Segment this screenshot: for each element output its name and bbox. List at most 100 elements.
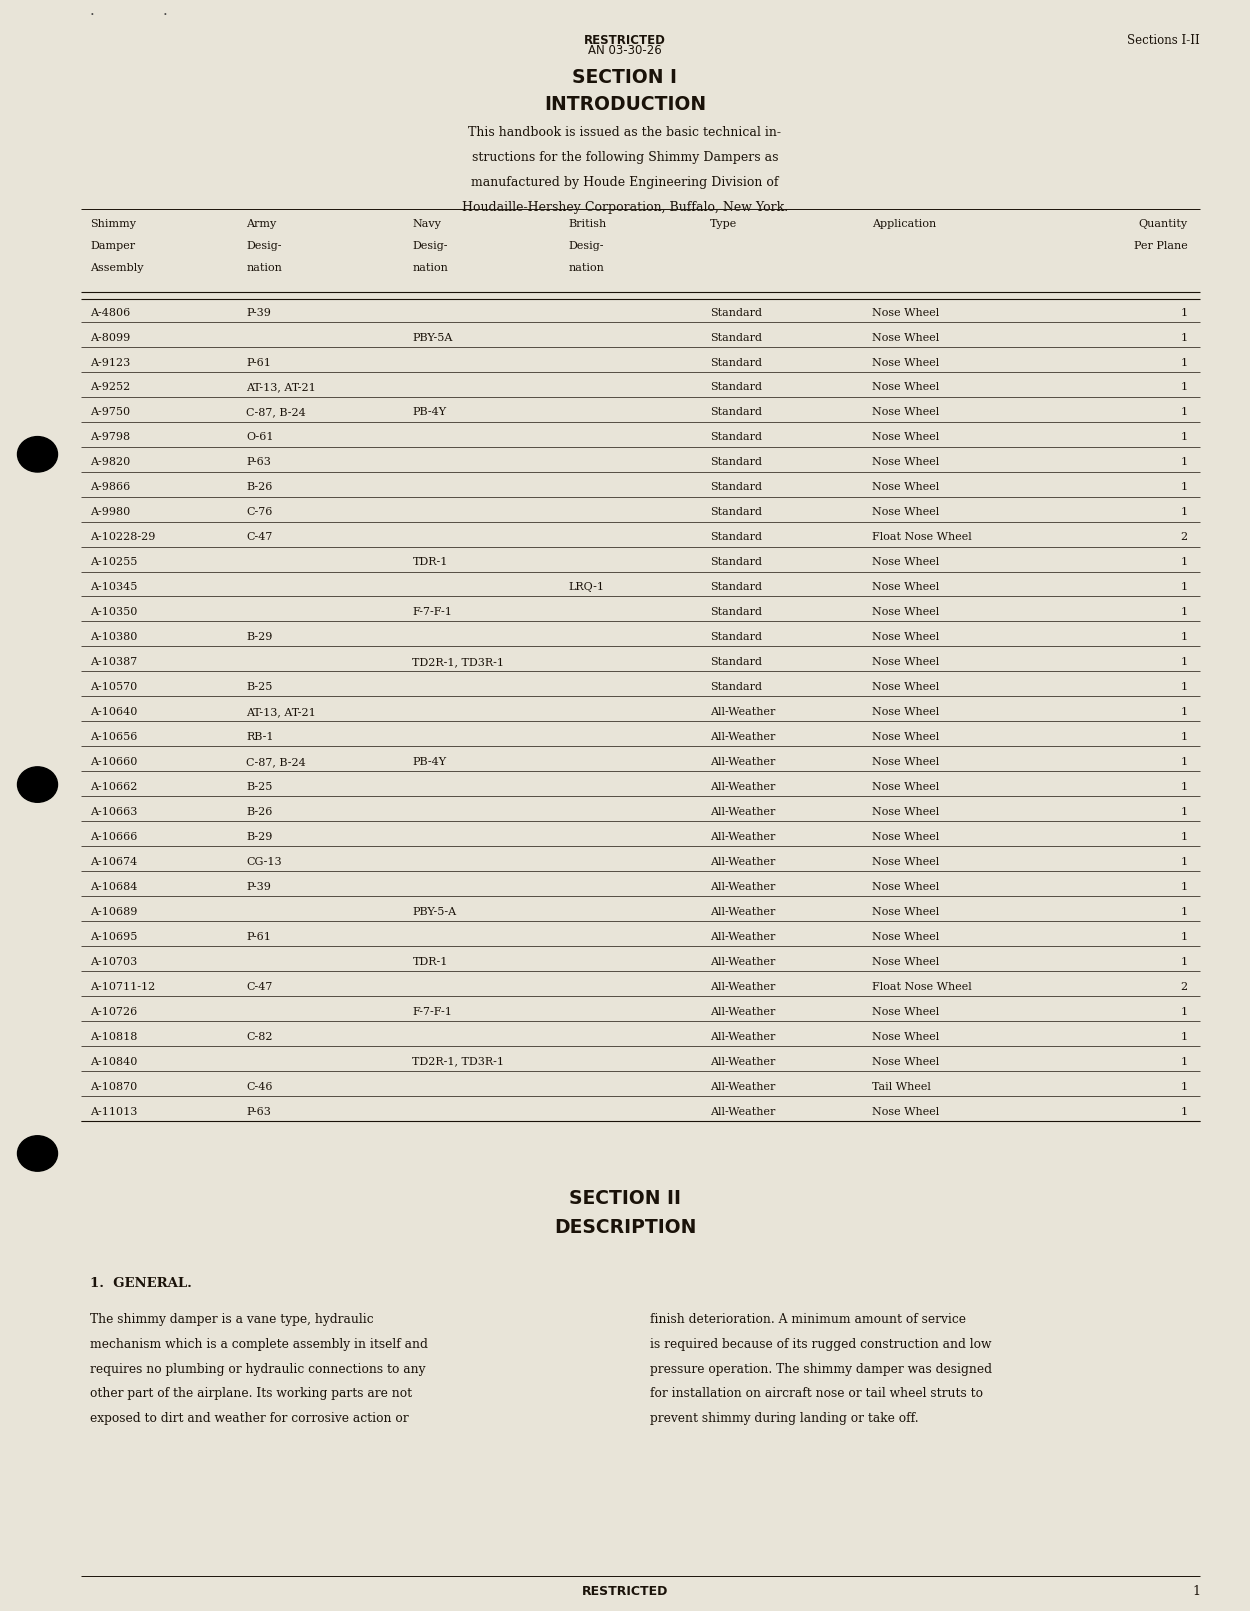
Text: A-10640: A-10640 [90,707,138,717]
Text: 1: 1 [1180,1081,1188,1092]
Text: 1: 1 [1180,382,1188,393]
Text: requires no plumbing or hydraulic connections to any: requires no plumbing or hydraulic connec… [90,1363,425,1376]
Text: Nose Wheel: Nose Wheel [872,907,940,917]
Text: Nose Wheel: Nose Wheel [872,458,940,467]
Text: A-9866: A-9866 [90,482,130,493]
Text: TD2R-1, TD3R-1: TD2R-1, TD3R-1 [412,1057,505,1066]
Text: Nose Wheel: Nose Wheel [872,957,940,967]
Text: This handbook is issued as the basic technical in-: This handbook is issued as the basic tec… [469,127,781,140]
Text: 1: 1 [1180,1031,1188,1042]
Text: 1: 1 [1180,931,1188,942]
Text: Assembly: Assembly [90,263,144,272]
Text: TD2R-1, TD3R-1: TD2R-1, TD3R-1 [412,657,505,667]
Text: A-11013: A-11013 [90,1107,138,1116]
Text: PB-4Y: PB-4Y [412,408,446,417]
Text: Standard: Standard [710,458,762,467]
Text: All-Weather: All-Weather [710,1057,775,1066]
Text: Nose Wheel: Nose Wheel [872,757,940,767]
Text: All-Weather: All-Weather [710,1031,775,1042]
Text: Nose Wheel: Nose Wheel [872,332,940,343]
Text: Nose Wheel: Nose Wheel [872,382,940,393]
Text: A-10870: A-10870 [90,1081,138,1092]
Text: DESCRIPTION: DESCRIPTION [554,1218,696,1237]
Text: C-87, B-24: C-87, B-24 [246,757,306,767]
Text: 1: 1 [1180,757,1188,767]
Text: C-76: C-76 [246,507,272,517]
Text: Nose Wheel: Nose Wheel [872,681,940,693]
Text: A-10711-12: A-10711-12 [90,981,155,992]
Text: 1: 1 [1180,432,1188,443]
Text: 1: 1 [1180,831,1188,843]
Text: 1: 1 [1180,607,1188,617]
Text: All-Weather: All-Weather [710,707,775,717]
Text: PBY-5A: PBY-5A [412,332,452,343]
Text: finish deterioration. A minimum amount of service: finish deterioration. A minimum amount o… [650,1313,966,1326]
Text: A-9798: A-9798 [90,432,130,443]
Text: ·: · [162,8,168,23]
Text: PB-4Y: PB-4Y [412,757,446,767]
Text: Type: Type [710,219,737,229]
Text: 1.  GENERAL.: 1. GENERAL. [90,1278,192,1290]
Text: Desig-: Desig- [569,240,604,251]
Text: RESTRICTED: RESTRICTED [584,34,666,47]
Text: Standard: Standard [710,607,762,617]
Text: A-10689: A-10689 [90,907,138,917]
Text: P-39: P-39 [246,308,271,317]
Text: A-10695: A-10695 [90,931,138,942]
Text: 1: 1 [1180,1007,1188,1017]
Text: nation: nation [412,263,449,272]
Text: Nose Wheel: Nose Wheel [872,1007,940,1017]
Text: All-Weather: All-Weather [710,831,775,843]
Text: B-26: B-26 [246,482,272,493]
Text: A-10666: A-10666 [90,831,138,843]
Text: A-10345: A-10345 [90,582,138,593]
Text: Nose Wheel: Nose Wheel [872,857,940,867]
Text: B-25: B-25 [246,781,272,793]
Text: A-10255: A-10255 [90,557,138,567]
Text: TDR-1: TDR-1 [412,957,447,967]
Text: C-47: C-47 [246,532,272,543]
Text: All-Weather: All-Weather [710,881,775,892]
Text: RB-1: RB-1 [246,731,274,743]
Text: All-Weather: All-Weather [710,931,775,942]
Text: A-9750: A-9750 [90,408,130,417]
Text: P-39: P-39 [246,881,271,892]
Text: A-10703: A-10703 [90,957,138,967]
Text: 1: 1 [1180,731,1188,743]
Text: Army: Army [246,219,276,229]
Text: LRQ-1: LRQ-1 [569,582,605,593]
Text: Nose Wheel: Nose Wheel [872,507,940,517]
Text: Nose Wheel: Nose Wheel [872,881,940,892]
Text: structions for the following Shimmy Dampers as: structions for the following Shimmy Damp… [471,151,779,164]
Text: Nose Wheel: Nose Wheel [872,582,940,593]
Text: All-Weather: All-Weather [710,907,775,917]
Text: prevent shimmy during landing or take off.: prevent shimmy during landing or take of… [650,1413,919,1426]
Text: 1: 1 [1180,1057,1188,1066]
Text: 1: 1 [1180,907,1188,917]
Text: 1: 1 [1180,632,1188,643]
Text: Tail Wheel: Tail Wheel [872,1081,931,1092]
Text: RESTRICTED: RESTRICTED [581,1585,669,1598]
Text: INTRODUCTION: INTRODUCTION [544,95,706,114]
Text: other part of the airplane. Its working parts are not: other part of the airplane. Its working … [90,1387,412,1400]
Text: Nose Wheel: Nose Wheel [872,482,940,493]
Text: Nose Wheel: Nose Wheel [872,831,940,843]
Text: British: British [569,219,608,229]
Text: exposed to dirt and weather for corrosive action or: exposed to dirt and weather for corrosiv… [90,1413,409,1426]
Text: 2: 2 [1180,532,1188,543]
Text: Nose Wheel: Nose Wheel [872,408,940,417]
Text: Nose Wheel: Nose Wheel [872,308,940,317]
Text: Nose Wheel: Nose Wheel [872,1031,940,1042]
Text: B-26: B-26 [246,807,272,817]
Text: for installation on aircraft nose or tail wheel struts to: for installation on aircraft nose or tai… [650,1387,982,1400]
Text: Nose Wheel: Nose Wheel [872,1057,940,1066]
Text: Sections I-II: Sections I-II [1128,34,1200,47]
Text: A-9980: A-9980 [90,507,130,517]
Text: Nose Wheel: Nose Wheel [872,707,940,717]
Text: Nose Wheel: Nose Wheel [872,781,940,793]
Text: Standard: Standard [710,557,762,567]
Text: SECTION II: SECTION II [569,1189,681,1208]
Text: AT-13, AT-21: AT-13, AT-21 [246,382,316,393]
Text: 1: 1 [1180,458,1188,467]
Text: 1: 1 [1180,781,1188,793]
